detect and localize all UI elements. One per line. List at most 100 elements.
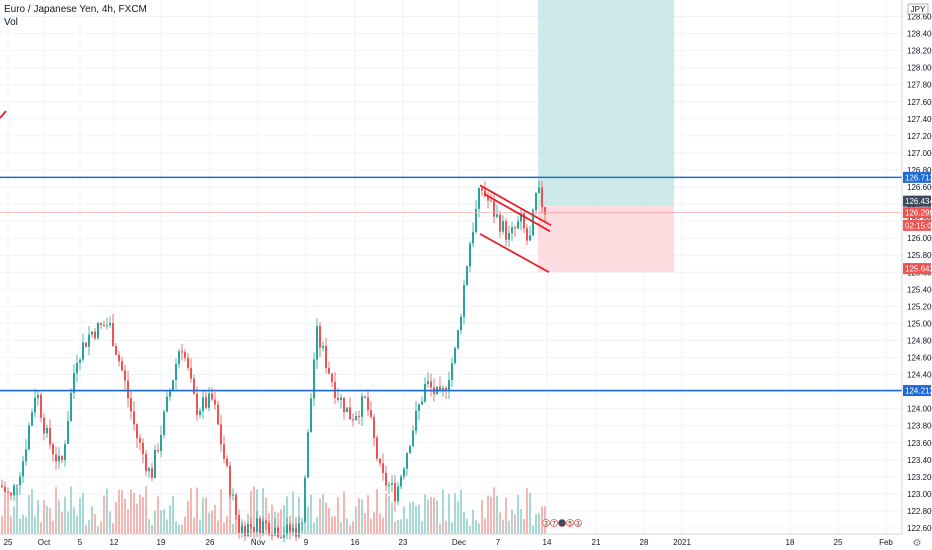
volume-bar [280,509,282,534]
candle-body [166,396,168,412]
candle-body [472,231,474,244]
economic-event-marker[interactable] [566,519,574,527]
settings-gear-icon[interactable]: ⚙ [913,538,922,549]
candle-body [109,322,111,326]
volume-bar [424,494,426,534]
volume-bar [364,512,366,534]
volume-bar [379,513,381,534]
volume-bar [400,519,402,534]
volume-bar [100,521,102,534]
volume-bar [265,497,267,534]
volume-bar [451,522,453,534]
volume-bar [298,496,300,534]
volume-bar [202,497,204,534]
candle-body [184,351,186,358]
volume-bar [106,488,108,534]
candle-body [199,410,201,416]
currency-badge[interactable]: JPY [907,3,929,15]
volume-bar [457,501,459,534]
volume-bar [391,502,393,534]
time-tick-label: 18 [786,538,795,547]
price-tick-label: 123.200 [907,473,932,482]
candle-body [523,213,525,229]
volume-bar [427,499,429,534]
candle-body [79,359,81,363]
candle-body [487,196,489,201]
candle-body [229,465,231,496]
event-markers[interactable]: 37853 [542,519,582,528]
volume-bar [43,500,45,534]
candle-body [16,485,18,487]
volume-bar [490,496,492,534]
economic-event-count: 3 [576,522,580,528]
long-position-tool[interactable] [538,0,674,273]
candle-body [484,190,486,197]
candle-body [106,325,108,327]
position-profit-zone[interactable] [538,0,674,206]
candle-body [460,316,462,331]
candle-body [391,483,393,485]
trend-line-fragment[interactable] [0,110,7,119]
volume-bar [538,513,540,534]
volume-bar [502,519,504,534]
volume-label[interactable]: Vol [4,17,18,28]
candle-body [139,438,141,443]
volume-bar [184,516,186,534]
volume-bar [319,498,321,534]
candle-body [448,379,450,391]
candle-body [118,354,120,362]
price-tag [903,171,931,183]
time-tick-label: 26 [206,538,215,547]
candle-body [490,200,492,202]
volume-bar [388,495,390,534]
volume-bar [403,506,405,534]
time-tick-label: 21 [592,538,601,547]
candle-body [247,524,249,537]
candle-body [37,394,39,398]
volume-bar [235,513,237,534]
volume-bar [412,501,414,534]
price-tick-label: 128.600 [907,13,932,22]
volume-bar [415,505,417,534]
price-tick-label: 124.800 [907,336,932,345]
candle-body [211,393,213,400]
volume-bar [292,491,294,534]
economic-event-marker[interactable] [550,519,558,527]
candle-body [133,411,135,425]
candle-body [103,324,105,327]
channel-mid-line[interactable] [483,193,551,233]
volume-bar [373,512,375,534]
volume-bar [217,520,219,534]
candle-body [214,399,216,405]
candle-body [190,367,192,379]
candle-body [13,485,15,496]
volume-bar [223,522,225,534]
channel-upper-line[interactable] [479,184,552,227]
volume-bar [442,489,444,534]
economic-event-marker[interactable] [542,519,550,527]
time-tick-label: 9 [304,538,309,547]
position-loss-zone[interactable] [538,205,674,273]
volume-bar [466,518,468,534]
volume-bar [136,503,138,534]
candle-body [337,397,339,400]
time-tick-label: 14 [543,538,552,547]
volume-bar [13,506,15,534]
chart-grid [0,0,902,534]
volume-bar [67,511,69,534]
volume-bar [445,520,447,534]
volume-bar [76,515,78,534]
candle-body [235,494,237,515]
candle-body [283,535,285,538]
currency-badge-label: JPY [911,5,926,14]
candle-body [40,394,42,418]
volume-bar [475,520,477,534]
price-tick-label: 124.000 [907,405,932,414]
channel-lower-line[interactable] [479,233,550,274]
candle-body [499,214,501,232]
event-marker-selected[interactable] [558,519,566,527]
economic-event-marker[interactable] [574,519,582,527]
symbol-title[interactable]: Euro / Japanese Yen, 4h, FXCM [4,4,147,15]
time-axis[interactable]: 25 Oct 5 12 19 26 Nov 9 16 23 Dec 7 14 21 28 2021 18 25 Fe… [4,538,894,547]
